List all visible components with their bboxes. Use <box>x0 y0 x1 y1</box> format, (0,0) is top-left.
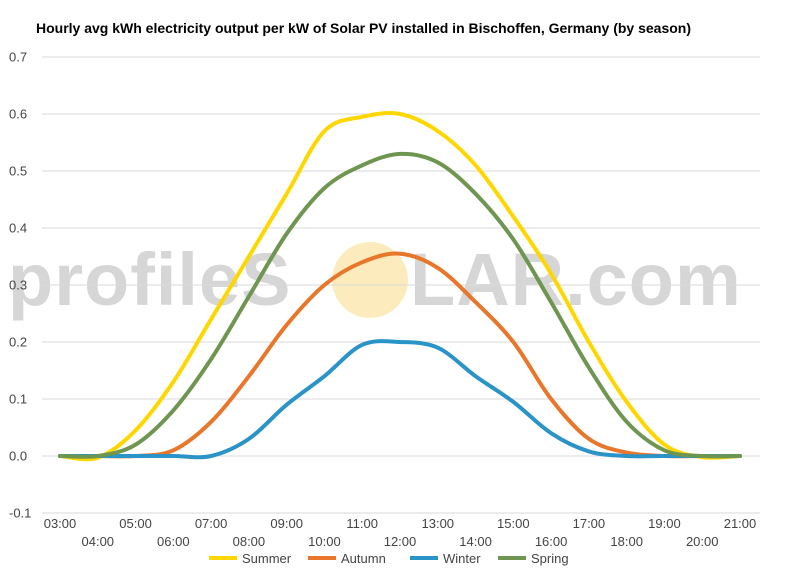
legend-label: Autumn <box>341 551 386 566</box>
x-tick-label: 07:00 <box>195 516 228 531</box>
y-axis: -0.1 0.0 0.1 0.2 0.3 0.4 0.5 0.6 0.7 <box>9 50 31 521</box>
series-line-autumn <box>58 251 742 459</box>
x-axis: 03:00 04:00 05:00 06:00 07:00 08:00 09:00 10:00… <box>44 516 757 549</box>
y-tick-label: 0.2 <box>9 335 27 350</box>
y-tick-label: -0.1 <box>9 506 31 521</box>
x-tick-label: 08:00 <box>233 534 266 549</box>
x-tick-label: 10:00 <box>308 534 341 549</box>
x-tick-label: 05:00 <box>119 516 152 531</box>
x-tick-label: 21:00 <box>724 516 757 531</box>
legend-label: Summer <box>242 551 292 566</box>
y-tick-label: 0.4 <box>9 221 27 236</box>
series-line-spring <box>58 151 742 459</box>
x-tick-label: 16:00 <box>535 534 568 549</box>
x-tick-label: 04:00 <box>82 534 115 549</box>
x-tick-label: 12:00 <box>384 534 417 549</box>
x-tick-label: 18:00 <box>610 534 643 549</box>
y-tick-label: 0.6 <box>9 107 27 122</box>
watermark-text-left: profileS <box>8 238 291 321</box>
y-tick-label: 0.7 <box>9 50 27 65</box>
watermark-sun-icon <box>332 242 408 318</box>
series-lines <box>58 111 742 462</box>
watermark-text-right: LAR.com <box>410 238 742 321</box>
y-tick-label: 0.1 <box>9 392 27 407</box>
x-tick-label: 03:00 <box>44 516 77 531</box>
legend-label: Spring <box>531 551 569 566</box>
x-tick-label: 20:00 <box>686 534 719 549</box>
watermark: profileS LAR.com <box>8 238 742 321</box>
x-tick-label: 13:00 <box>422 516 455 531</box>
y-tick-label: 0.5 <box>9 164 27 179</box>
series-line-winter <box>58 339 742 460</box>
series-line-summer <box>58 111 742 462</box>
x-tick-label: 15:00 <box>497 516 530 531</box>
legend-label: Winter <box>443 551 481 566</box>
x-tick-label: 17:00 <box>573 516 606 531</box>
legend: Summer Autumn Winter Spring <box>209 551 569 566</box>
chart-title: Hourly avg kWh electricity output per kW… <box>36 20 691 36</box>
x-tick-label: 11:00 <box>346 516 378 531</box>
x-tick-label: 09:00 <box>270 516 303 531</box>
y-tick-label: 0.0 <box>9 449 27 464</box>
y-tick-label: 0.3 <box>9 278 27 293</box>
x-tick-label: 14:00 <box>459 534 492 549</box>
x-tick-label: 06:00 <box>157 534 190 549</box>
x-tick-label: 19:00 <box>648 516 681 531</box>
